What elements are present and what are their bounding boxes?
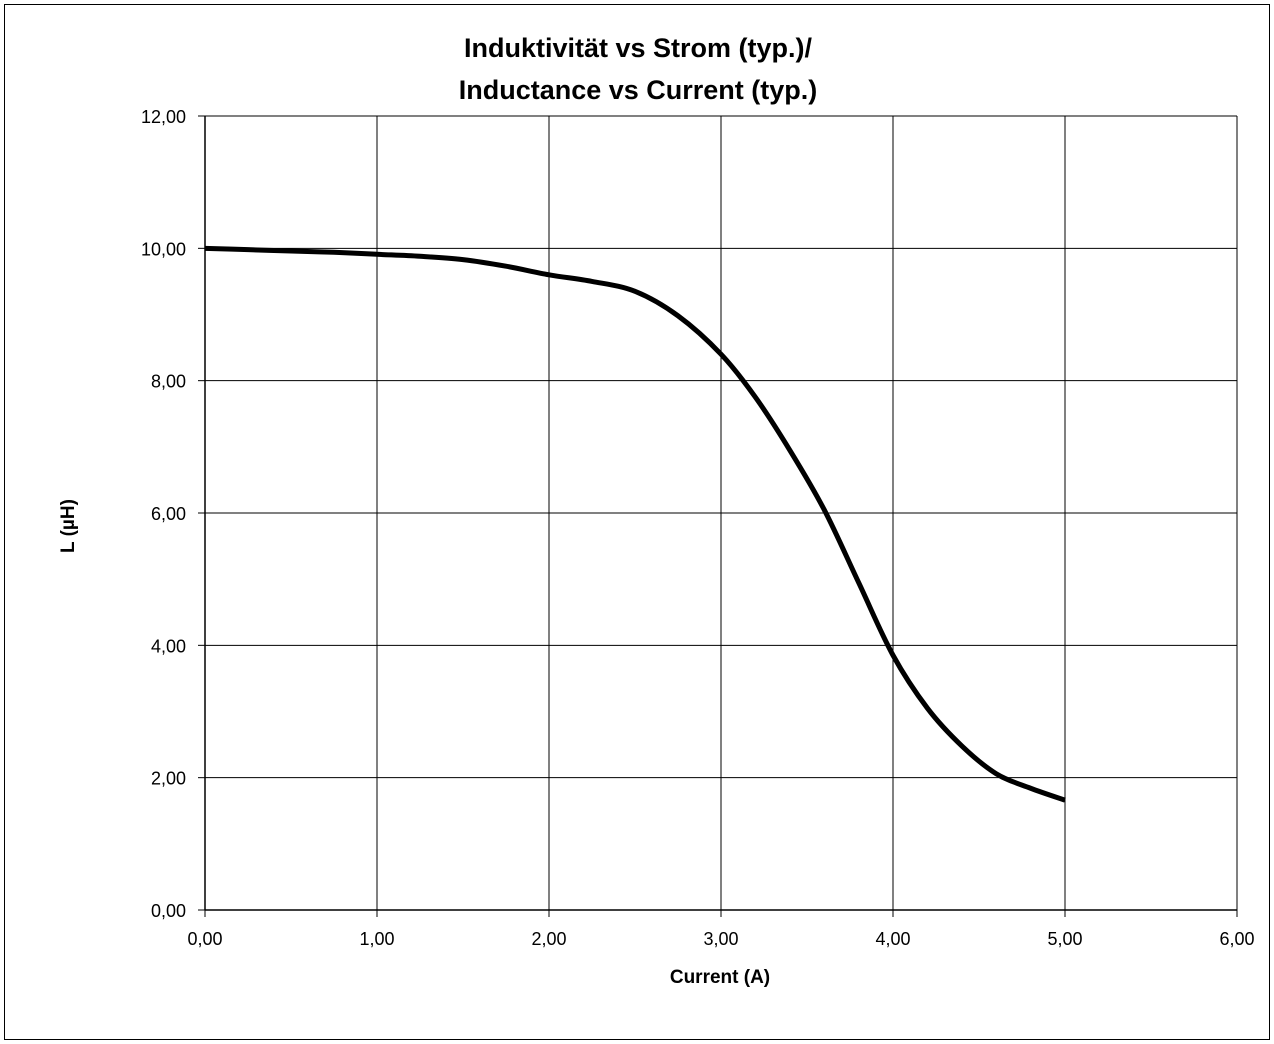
axes [198,115,1238,917]
x-tick-label: 5,00 [1047,929,1082,949]
y-tick-label: 12,00 [141,107,186,127]
tick-labels: 0,00 1,00 2,00 3,00 4,00 5,00 6,00 0,00 2,00 4,00… [141,107,1255,949]
y-axis-label: L (µH) [58,499,79,553]
chart-subtitle: Inductance vs Current (typ.) [459,75,818,105]
y-tick-label: 6,00 [151,504,186,524]
y-tick-label: 8,00 [151,372,186,392]
chart-frame [4,4,1270,1040]
series-layer [204,245,1066,803]
y-tick-label: 10,00 [141,239,186,259]
grid-lines [204,115,1238,911]
x-tick-label: 3,00 [703,929,738,949]
chart-title: Induktivität vs Strom (typ.)/ [464,33,813,63]
x-tick-label: 4,00 [875,929,910,949]
y-tick-label: 4,00 [151,636,186,656]
x-axis-label: Current (A) [670,967,770,988]
x-tick-label: 0,00 [187,929,222,949]
x-tick-label: 6,00 [1219,929,1254,949]
y-tick-label: 0,00 [151,901,186,921]
x-tick-label: 1,00 [359,929,394,949]
series-line [204,245,1066,803]
x-tick-label: 2,00 [531,929,566,949]
y-tick-label: 2,00 [151,769,186,789]
